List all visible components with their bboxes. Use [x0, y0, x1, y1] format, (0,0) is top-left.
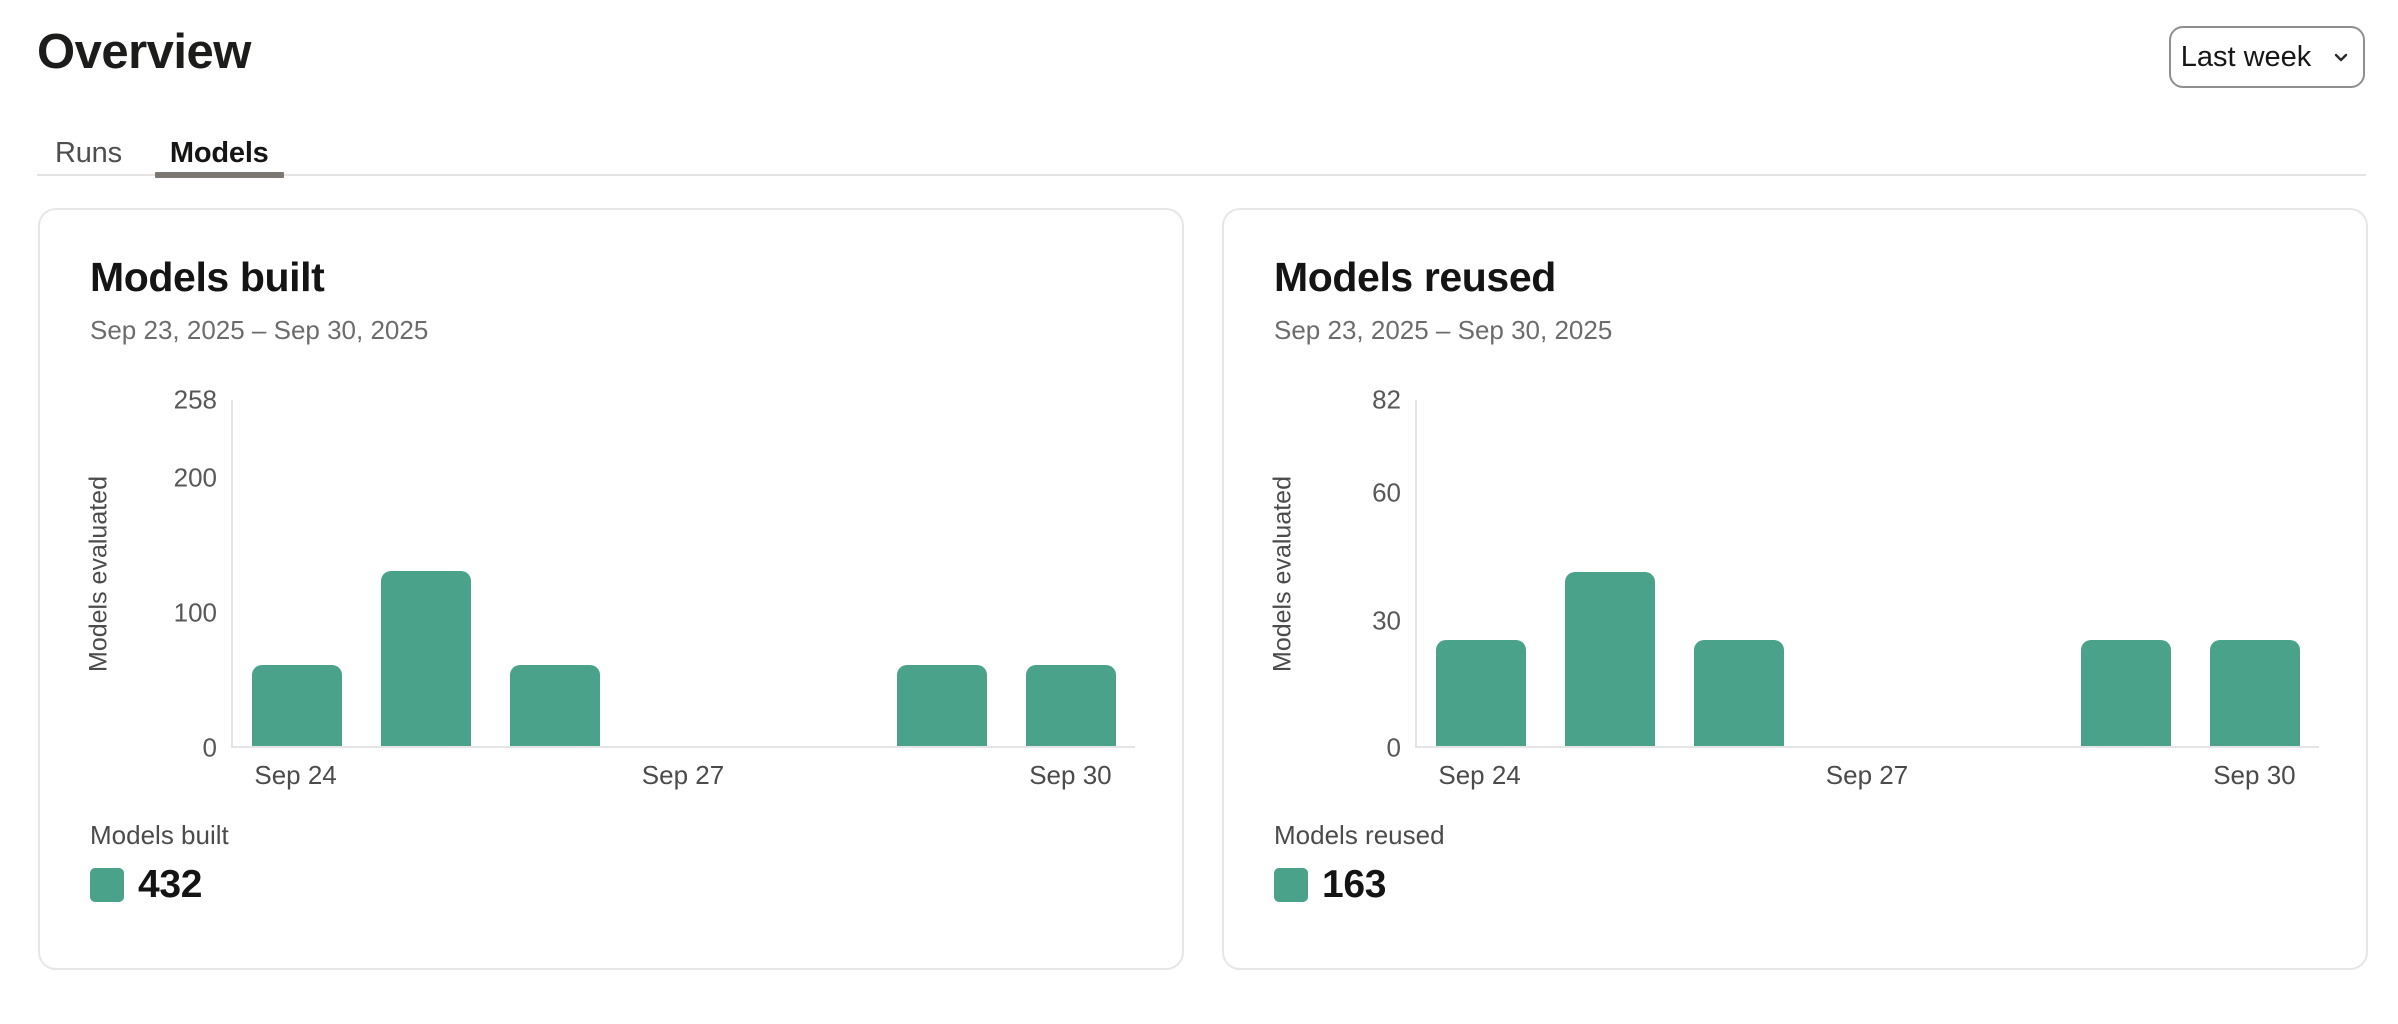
y-axis-tick: 0 [1386, 732, 1401, 763]
tab-models[interactable]: Models [154, 128, 284, 178]
tab-runs[interactable]: Runs [40, 128, 137, 178]
tab-runs-label: Runs [55, 137, 122, 169]
active-tab-indicator [154, 172, 284, 178]
bar-sep-26 [1693, 639, 1784, 746]
y-axis-tick: 0 [202, 732, 217, 763]
x-axis-tick: Sep 27 [641, 760, 725, 790]
bar-sep-30 [1026, 665, 1117, 746]
models-reused-chart: 0 30 60 82 Sep 24 Sep 27 Sep 30 Models evaluate… [1224, 210, 2366, 968]
models-reused-card: Models reused Sep 23, 2025 – Sep 30, 202… [1222, 208, 2368, 970]
bar-sep-25 [1564, 572, 1655, 746]
x-axis-tick: Sep 30 [1029, 760, 1112, 790]
bar-sep-24 [251, 665, 342, 746]
y-axis-tick: 82 [1372, 384, 1401, 415]
chart-plot-area [231, 400, 1135, 748]
x-axis-tick: Sep 27 [1825, 760, 1909, 790]
models-built-chart: 0 100 200 258 Sep 24 Sep 27 Sep 30 Models evalu… [40, 210, 1182, 968]
y-axis-tick: 30 [1372, 605, 1401, 636]
bar-sep-30 [2210, 639, 2301, 746]
legend-label: Models built [90, 820, 229, 850]
chevron-down-icon [2329, 45, 2353, 69]
y-axis-tick: 60 [1372, 477, 1401, 508]
card-date-range: Sep 23, 2025 – Sep 30, 2025 [90, 315, 429, 345]
tabs-divider [37, 174, 2366, 176]
tab-bar: Runs Models [40, 128, 284, 178]
y-axis-tick: 200 [173, 462, 217, 493]
x-axis-tick: Sep 30 [2213, 760, 2296, 790]
models-built-card: Models built Sep 23, 2025 – Sep 30, 2025… [38, 208, 1184, 970]
tab-models-label: Models [169, 137, 269, 169]
x-axis-tick: Sep 24 [254, 760, 337, 790]
date-range-dropdown[interactable]: Last week [2169, 26, 2365, 88]
bar-sep-24 [1435, 639, 1526, 746]
y-axis-label: Models evaluated [1268, 476, 1297, 672]
bar-sep-29 [2081, 639, 2172, 746]
bar-sep-25 [380, 570, 471, 746]
bar-sep-26 [509, 665, 600, 746]
legend-total-value: 432 [138, 863, 203, 906]
y-axis-tick: 258 [173, 384, 217, 415]
bar-sep-29 [897, 665, 988, 746]
legend-total-value: 163 [1322, 863, 1387, 906]
y-axis-tick: 100 [173, 597, 217, 628]
chart-plot-area [1415, 400, 2319, 748]
legend-swatch [1274, 868, 1308, 902]
card-date-range: Sep 23, 2025 – Sep 30, 2025 [1274, 315, 1613, 345]
x-axis-tick: Sep 24 [1438, 760, 1521, 790]
legend-swatch [90, 868, 124, 902]
y-axis-label: Models evaluated [84, 476, 113, 672]
card-title: Models built [90, 254, 325, 300]
page-title: Overview [37, 25, 251, 79]
date-range-dropdown-label: Last week [2180, 40, 2312, 73]
legend-label: Models reused [1274, 820, 1445, 850]
card-title: Models reused [1274, 254, 1556, 300]
